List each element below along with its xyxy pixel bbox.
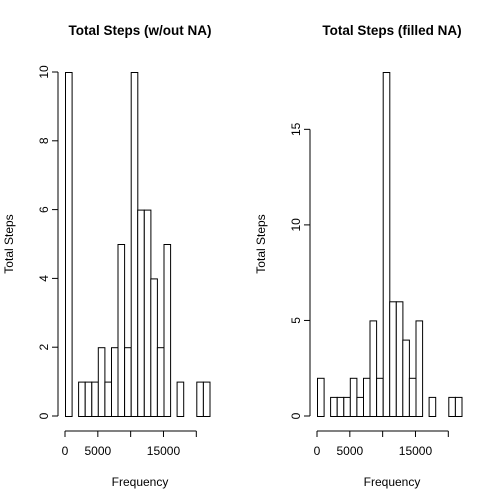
chart-title: Total Steps (w/out NA) [69, 23, 212, 38]
histogram-bar [156, 347, 165, 418]
x-axis: 0 5000 15000 [62, 430, 197, 458]
histogram-bar [111, 347, 119, 418]
histogram-bar [330, 396, 338, 417]
y-axis-label: Total Steps [2, 214, 16, 273]
histogram-bar [317, 377, 325, 417]
histogram-bar [428, 396, 437, 417]
histogram-bar [78, 381, 86, 418]
y-axis: 0 5 10 15 [289, 122, 311, 419]
histogram-bar [349, 377, 358, 417]
histogram-bar [163, 244, 172, 417]
histogram-bar [415, 320, 424, 417]
histogram-bar [389, 301, 397, 417]
histogram-bar [395, 301, 404, 417]
x-axis-label: Frequency [112, 475, 169, 489]
x-tick-label: 15000 [147, 444, 181, 458]
histogram-bar [91, 381, 99, 418]
y-axis-label: Total Steps [254, 214, 268, 273]
histogram-bar [382, 72, 391, 417]
histogram-bar [369, 320, 378, 417]
x-tick-label: 15000 [399, 444, 433, 458]
histogram-bar [97, 347, 106, 418]
x-tick-label: 0 [62, 444, 69, 458]
histogram-bar [196, 381, 204, 418]
y-tick-label: 10 [289, 218, 303, 232]
histogram-bar [143, 209, 152, 417]
histogram-bar [117, 244, 126, 417]
histogram-bar [363, 377, 371, 417]
histogram-bar [343, 396, 351, 417]
y-tick-label: 8 [37, 137, 51, 144]
y-tick-label: 5 [289, 317, 303, 324]
chart-panel-2: Total Steps (filled NA) Frequency Total … [254, 23, 463, 489]
histogram-bar [104, 381, 113, 418]
histogram-bar [356, 396, 364, 417]
histogram-bar [137, 209, 145, 417]
x-tick-label: 5000 [84, 444, 111, 458]
y-tick-label: 0 [37, 412, 51, 419]
histogram-bar [176, 381, 185, 418]
y-tick-label: 2 [37, 344, 51, 351]
histogram-bar [124, 347, 132, 418]
histogram-bar [202, 381, 211, 418]
histogram-bar [84, 381, 93, 418]
y-axis: 0 2 4 6 8 10 [37, 65, 59, 419]
x-axis: 0 5000 15000 [314, 430, 449, 458]
histogram-bar [376, 377, 384, 417]
histogram-bar [150, 278, 158, 417]
bars-group [65, 72, 211, 418]
bars-group [317, 72, 463, 418]
chart-panel-1: Total Steps (w/out NA) Frequency Total S… [2, 23, 212, 489]
y-tick-label: 6 [37, 206, 51, 213]
x-tick-label: 5000 [336, 444, 363, 458]
y-tick-label: 15 [289, 122, 303, 136]
histogram-bar [448, 396, 456, 417]
histogram-bar [336, 396, 345, 417]
x-tick-label: 0 [314, 444, 321, 458]
x-axis-label: Frequency [364, 475, 421, 489]
histogram-bar [454, 396, 463, 417]
histogram-bar [65, 72, 73, 417]
y-tick-label: 4 [37, 275, 51, 282]
chart-title: Total Steps (filled NA) [322, 23, 461, 38]
histogram-bar [402, 339, 410, 418]
histogram-bar [130, 72, 139, 417]
y-tick-label: 10 [37, 65, 51, 79]
histogram-bar [408, 377, 417, 417]
y-tick-label: 0 [289, 412, 303, 419]
